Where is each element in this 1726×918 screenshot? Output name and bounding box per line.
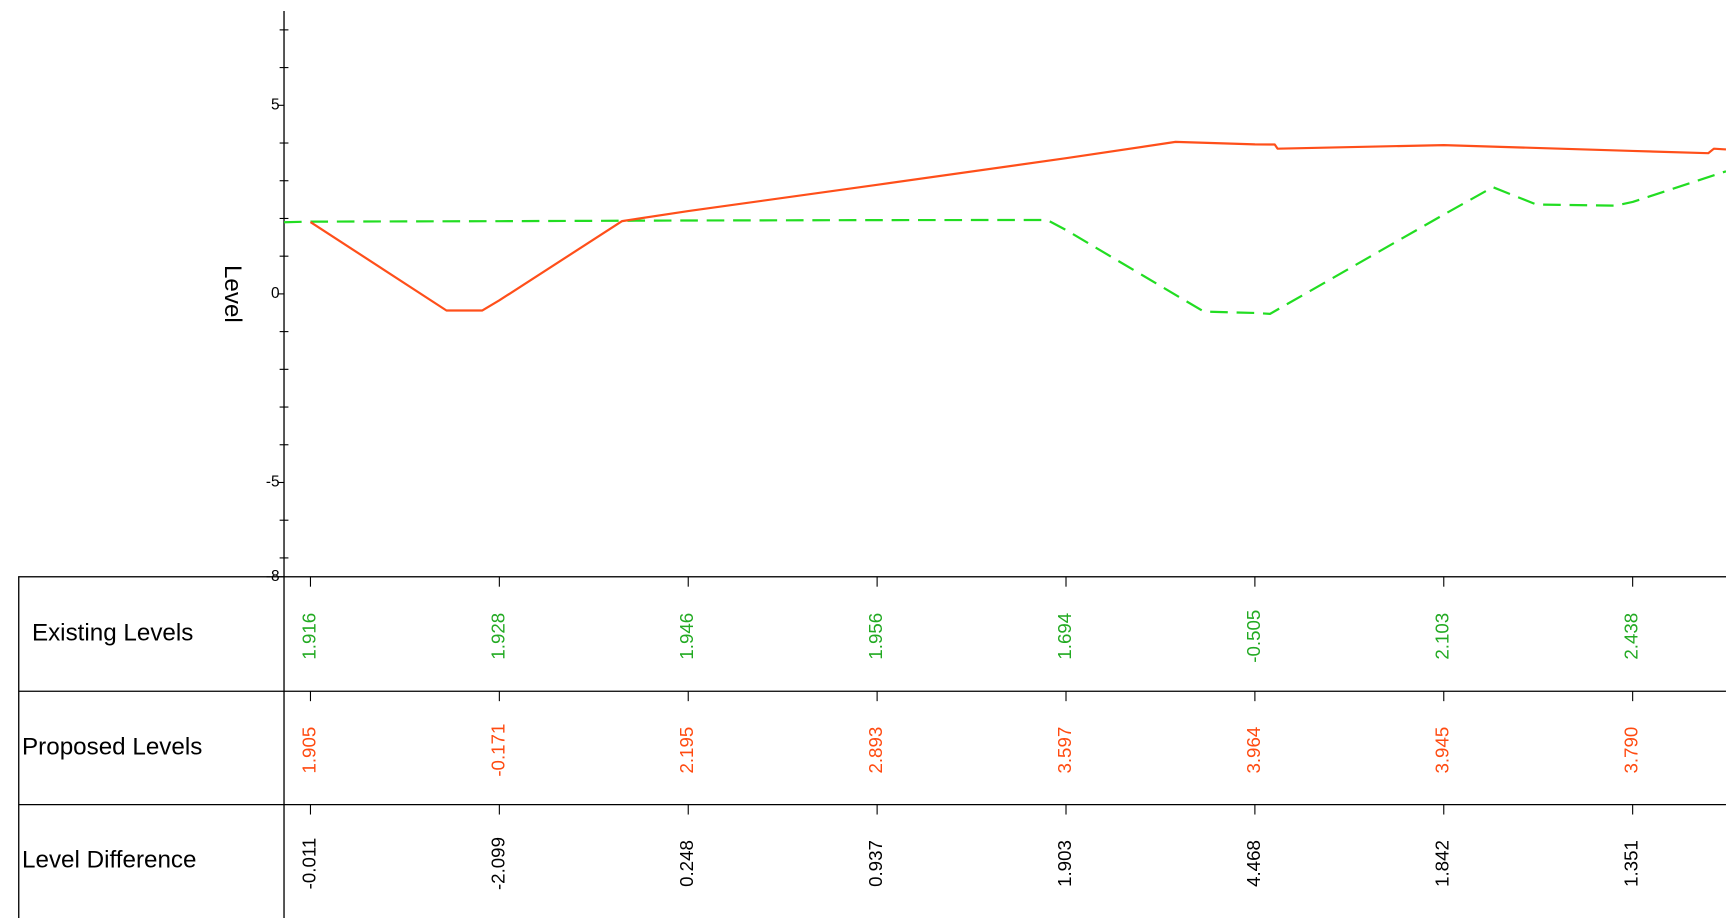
y-axis-label: Level <box>219 265 246 323</box>
table-value: 1.903 <box>1054 840 1075 887</box>
table-value: -0.171 <box>487 724 508 777</box>
table-value: 3.964 <box>1243 727 1264 774</box>
table-value: 1.351 <box>1621 840 1642 887</box>
table-value: 1.916 <box>298 613 319 660</box>
table-value: 1.928 <box>487 613 508 660</box>
row-label: Existing Levels <box>32 619 193 646</box>
y-tick-label: 5 <box>271 96 280 113</box>
y-tick-label: -8 <box>266 568 280 585</box>
table-value: 2.103 <box>1432 613 1453 660</box>
table-value: 2.893 <box>865 727 886 774</box>
table-value: 1.694 <box>1054 613 1075 660</box>
table-value: 3.597 <box>1054 727 1075 774</box>
table-value: 1.946 <box>676 613 697 660</box>
table-value: 4.468 <box>1243 840 1264 887</box>
row-label: Proposed Levels <box>22 733 202 760</box>
table-value: 3.945 <box>1432 727 1453 774</box>
table-value: 2.438 <box>1621 613 1642 660</box>
table-value: -2.099 <box>487 837 508 890</box>
row-label: Level Difference <box>22 847 196 874</box>
table-value: 0.937 <box>865 840 886 887</box>
table-value: 3.790 <box>1621 727 1642 774</box>
table-value: -0.011 <box>298 838 319 890</box>
y-tick-label: 0 <box>271 285 280 302</box>
profile-line <box>283 170 1726 315</box>
y-tick-label: -5 <box>266 474 280 491</box>
table-value: -0.505 <box>1243 610 1264 663</box>
profile-line <box>309 140 1726 312</box>
table-value: 2.195 <box>676 727 697 774</box>
table-value: 1.905 <box>298 727 319 774</box>
table-value: 1.842 <box>1432 840 1453 887</box>
table-value: 0.248 <box>676 840 697 887</box>
table-value: 1.956 <box>865 613 886 660</box>
